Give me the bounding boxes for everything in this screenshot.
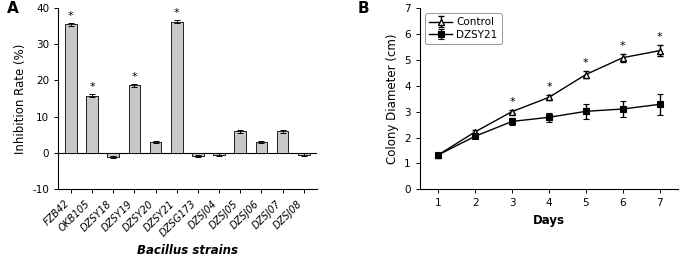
- Text: *: *: [132, 72, 137, 82]
- Y-axis label: Inhibition Rate (%): Inhibition Rate (%): [14, 43, 27, 154]
- Bar: [171, 22, 183, 153]
- Bar: [86, 96, 98, 153]
- Y-axis label: Colony Diameter (cm): Colony Diameter (cm): [386, 33, 399, 164]
- Text: *: *: [546, 82, 552, 92]
- Text: B: B: [358, 1, 369, 16]
- Bar: [65, 24, 77, 153]
- Text: A: A: [7, 1, 18, 16]
- Bar: [192, 153, 203, 156]
- Text: *: *: [174, 8, 179, 18]
- Bar: [213, 153, 225, 155]
- Text: *: *: [68, 11, 74, 21]
- Bar: [234, 131, 246, 153]
- Text: *: *: [509, 97, 515, 107]
- Text: *: *: [620, 41, 625, 51]
- Legend: Control, DZSY21: Control, DZSY21: [425, 13, 501, 44]
- Bar: [108, 153, 119, 157]
- X-axis label: Days: Days: [533, 214, 565, 227]
- Bar: [256, 142, 267, 153]
- Text: *: *: [583, 58, 588, 68]
- Text: *: *: [657, 32, 662, 42]
- Bar: [298, 153, 310, 155]
- Text: *: *: [89, 82, 95, 92]
- Bar: [150, 142, 162, 153]
- X-axis label: Bacillus strains: Bacillus strains: [137, 244, 238, 257]
- Bar: [277, 131, 288, 153]
- Bar: [129, 85, 140, 153]
